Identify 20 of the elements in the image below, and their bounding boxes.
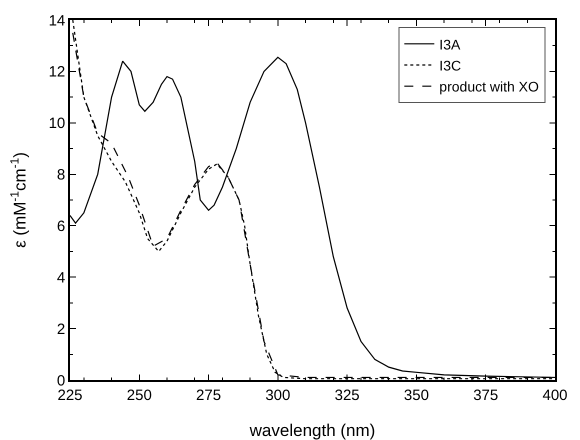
x-tick-label: 325 — [334, 386, 360, 404]
x-axis-title: wavelength (nm) — [248, 421, 376, 440]
x-tick-label: 400 — [542, 386, 568, 404]
x-tick-label: 275 — [196, 386, 222, 404]
y-tick-label: 12 — [48, 64, 66, 81]
y-tick-label: 0 — [56, 372, 66, 390]
y-tick-label: 2 — [56, 320, 66, 338]
y-tick-label: 14 — [48, 12, 66, 30]
y-tick-label: 6 — [56, 218, 66, 235]
x-tick-label: 375 — [473, 386, 498, 404]
x-tick-label: 350 — [404, 386, 429, 404]
x-tick-label: 300 — [265, 386, 290, 404]
legend-label: product with XO — [439, 78, 540, 95]
x-tick-label: 250 — [126, 386, 152, 404]
x-tick-label: 225 — [57, 386, 83, 404]
legend-label: I3C — [439, 57, 462, 74]
y-tick-label: 10 — [48, 115, 66, 132]
y-tick-label: 8 — [56, 166, 66, 184]
legend-label: I3A — [439, 36, 461, 52]
y-tick-label: 4 — [56, 269, 66, 286]
